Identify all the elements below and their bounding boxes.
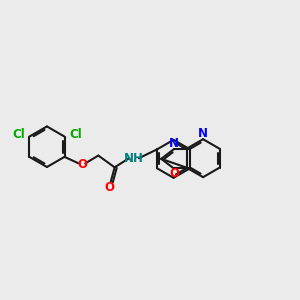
Text: N: N	[198, 127, 208, 140]
Text: Cl: Cl	[12, 128, 25, 142]
Text: Cl: Cl	[69, 128, 82, 142]
Text: O: O	[169, 167, 179, 180]
Text: O: O	[104, 181, 114, 194]
Text: N: N	[169, 137, 179, 150]
Text: NH: NH	[124, 152, 144, 165]
Text: O: O	[77, 158, 87, 171]
